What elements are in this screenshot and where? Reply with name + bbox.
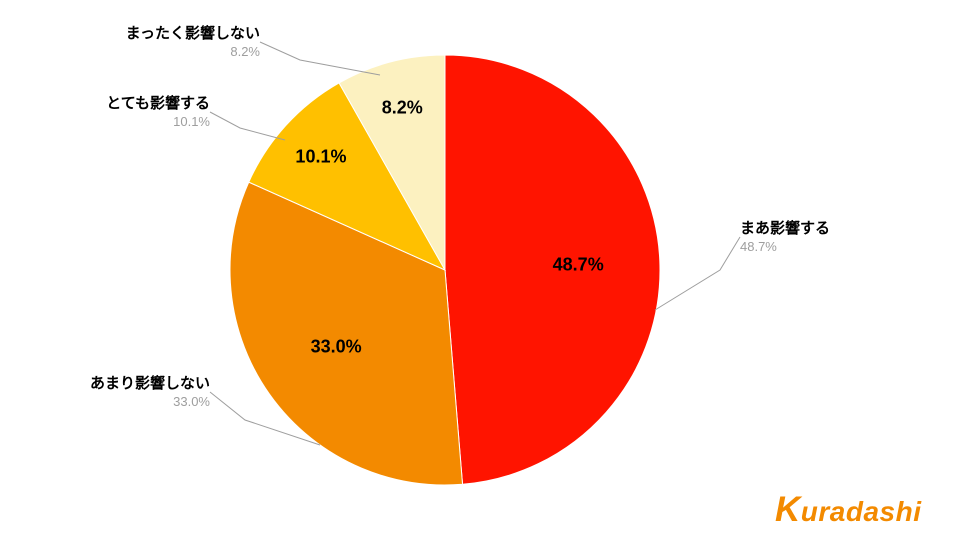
legend-name-maa: まあ影響する xyxy=(740,220,830,239)
brand-logo-k: K xyxy=(775,490,801,529)
legend-amari: あまり影響しない33.0% xyxy=(90,375,210,410)
brand-logo: Kuradashi xyxy=(775,490,921,530)
legend-pct-amari: 33.0% xyxy=(90,394,210,410)
legend-pct-mattaku: 8.2% xyxy=(126,44,260,60)
slice-pct-maa: 48.7% xyxy=(553,254,604,275)
leader-maa xyxy=(655,237,740,310)
legend-name-amari: あまり影響しない xyxy=(90,375,210,394)
leader-totemo xyxy=(210,112,285,140)
legend-totemo: とても影響する10.1% xyxy=(106,95,210,130)
slice-pct-totemo: 10.1% xyxy=(295,147,346,168)
legend-name-totemo: とても影響する xyxy=(106,95,210,114)
slice-pct-mattaku: 8.2% xyxy=(382,97,423,118)
legend-maa: まあ影響する48.7% xyxy=(740,220,830,255)
legend-name-mattaku: まったく影響しない xyxy=(126,25,260,44)
legend-pct-totemo: 10.1% xyxy=(106,114,210,130)
legend-mattaku: まったく影響しない8.2% xyxy=(126,25,260,60)
leader-mattaku xyxy=(260,42,380,75)
slice-pct-amari: 33.0% xyxy=(311,336,362,357)
legend-pct-maa: 48.7% xyxy=(740,239,830,255)
brand-logo-rest: uradashi xyxy=(801,496,922,527)
